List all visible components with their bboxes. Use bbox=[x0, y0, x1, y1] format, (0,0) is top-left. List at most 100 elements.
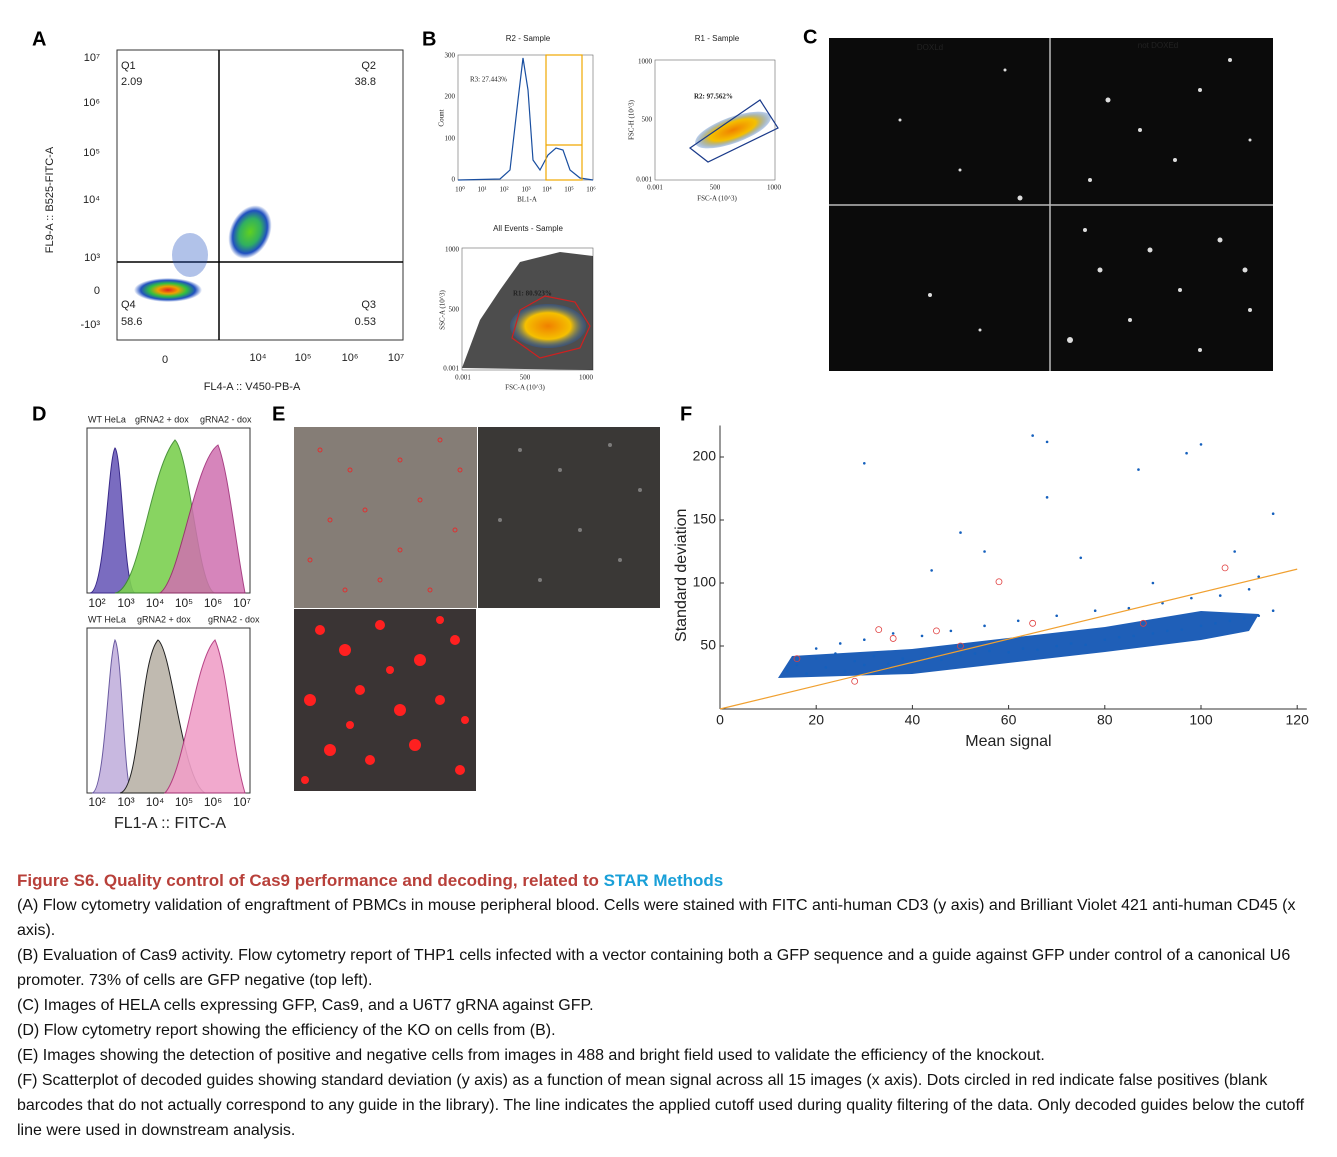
point bbox=[1180, 628, 1184, 631]
caption-paragraph: (E) Images showing the detection of posi… bbox=[17, 1047, 1045, 1064]
x-tick-label: 10⁴ bbox=[542, 186, 552, 194]
image-label: DOXLd bbox=[917, 43, 943, 52]
image-label: not DOXEd bbox=[1138, 41, 1178, 50]
caption-paragraph: (A) Flow cytometry validation of engraft… bbox=[17, 897, 1296, 939]
point bbox=[1117, 635, 1121, 639]
false-positive bbox=[793, 655, 801, 662]
x-tick-label: 10³ bbox=[117, 596, 134, 610]
x-tick-label: 20 bbox=[808, 712, 824, 728]
histogram-curve bbox=[163, 639, 246, 794]
point bbox=[1079, 556, 1083, 560]
point bbox=[1132, 634, 1135, 638]
plot-frame bbox=[116, 49, 404, 341]
x-tick-label: 120 bbox=[1286, 712, 1310, 728]
point bbox=[814, 647, 818, 650]
quadrant-name: Q3 bbox=[361, 299, 376, 311]
quadrant-name: Q4 bbox=[121, 299, 136, 311]
point bbox=[930, 569, 933, 572]
caption-paragraph: (C) Images of HELA cells expressing GFP,… bbox=[17, 997, 594, 1014]
legend-entry: gRNA2 - dox bbox=[208, 614, 260, 624]
x-tick-label: 10⁰ bbox=[455, 186, 465, 194]
plot-title: All Events - Sample bbox=[493, 224, 563, 233]
point bbox=[1228, 619, 1232, 623]
gate-label: R2: 97.562% bbox=[694, 93, 733, 101]
x-tick-label: 10² bbox=[88, 795, 105, 809]
x-tick-label: 10¹ bbox=[477, 186, 486, 194]
density-band bbox=[778, 611, 1259, 678]
detections bbox=[301, 616, 469, 784]
x-tick-label: 10⁴ bbox=[250, 352, 267, 364]
point bbox=[1045, 440, 1049, 444]
panel-label: A bbox=[32, 28, 46, 50]
x-tick-label: 100 bbox=[1189, 712, 1213, 728]
x-axis-label: FL4-A :: V450-PB-A bbox=[204, 381, 301, 393]
gate bbox=[545, 54, 583, 181]
x-tick-label: 10⁵ bbox=[175, 795, 193, 809]
x-tick-label: 10⁵ bbox=[175, 596, 193, 610]
y-axis-label: FL9-A :: B525-FITC-A bbox=[44, 146, 56, 253]
panel-label: C bbox=[803, 26, 817, 48]
figure: A B C D E F 10⁷ 10⁶ 10⁵ 10⁴ 10³ 0 -10³ 0… bbox=[32, 26, 1310, 832]
density bbox=[134, 278, 202, 302]
x-axis-label: BL1-A bbox=[517, 196, 537, 204]
y-tick-label: 10⁵ bbox=[83, 147, 100, 159]
x-tick-label: 0 bbox=[716, 712, 724, 728]
legend-entry: WT HeLa bbox=[88, 414, 126, 424]
caption-link[interactable]: STAR Methods bbox=[603, 871, 724, 890]
point bbox=[939, 658, 943, 662]
y-tick-label: 100 bbox=[693, 574, 717, 590]
y-tick-label: 500 bbox=[642, 116, 653, 124]
quadrant-value: 38.8 bbox=[355, 76, 376, 88]
y-tick-label: 200 bbox=[445, 93, 456, 101]
x-tick-label: 10⁵ bbox=[564, 186, 574, 194]
micrograph bbox=[294, 609, 476, 791]
x-tick-label: 10⁶ bbox=[586, 186, 596, 194]
legend-entry: gRNA2 + dox bbox=[135, 414, 189, 424]
density bbox=[695, 111, 771, 149]
plot-frame bbox=[654, 59, 776, 181]
point bbox=[1137, 468, 1140, 471]
point bbox=[863, 462, 866, 465]
point bbox=[838, 642, 842, 645]
panel-label: D bbox=[32, 403, 46, 425]
point bbox=[1055, 644, 1058, 648]
x-tick-label: 0.001 bbox=[647, 184, 663, 192]
panel-b: R2 - Sample R3: 27.443% 300 200 100 0 10… bbox=[438, 34, 782, 392]
density bbox=[172, 233, 208, 277]
x-axis-label: Mean signal bbox=[965, 733, 1051, 750]
x-tick-label: 10² bbox=[499, 186, 508, 194]
x-tick-label: 1000 bbox=[579, 374, 594, 382]
x-tick-label: 10⁴ bbox=[146, 596, 165, 610]
x-tick-label: 500 bbox=[520, 374, 531, 382]
point bbox=[1021, 647, 1025, 650]
false-positive bbox=[995, 578, 1003, 586]
y-tick-label: 0 bbox=[452, 176, 456, 184]
x-tick-label: 1000 bbox=[767, 184, 782, 192]
x-tick-label: 10⁶ bbox=[204, 795, 222, 809]
panel-d: WT HeLa gRNA2 + dox gRNA2 - dox 10² 10³ … bbox=[86, 414, 260, 832]
x-tick-label: 0 bbox=[162, 354, 168, 366]
plot-title: R1 - Sample bbox=[695, 34, 740, 43]
point bbox=[891, 632, 895, 635]
y-tick-label: 300 bbox=[445, 52, 456, 60]
caption-title-text: Figure S6. Quality control of Cas9 perfo… bbox=[17, 871, 599, 890]
y-tick-label: 10⁶ bbox=[83, 97, 100, 109]
x-tick-label: 10² bbox=[88, 596, 105, 610]
point bbox=[814, 657, 818, 660]
y-tick-label: 50 bbox=[700, 637, 716, 653]
histogram-curve bbox=[91, 638, 133, 794]
point bbox=[1247, 588, 1251, 591]
y-tick-label: 150 bbox=[693, 511, 717, 527]
point bbox=[1093, 609, 1097, 613]
false-positive bbox=[1139, 619, 1147, 627]
micrograph bbox=[294, 427, 477, 608]
point bbox=[949, 629, 953, 633]
caption-title: Figure S6. Quality control of Cas9 perfo… bbox=[17, 868, 1327, 893]
point bbox=[1185, 451, 1188, 455]
y-tick-label: 10³ bbox=[84, 252, 100, 264]
legend-entry: gRNA2 - dox bbox=[200, 414, 252, 424]
panel-label: E bbox=[272, 403, 285, 425]
x-tick-label: 80 bbox=[1097, 712, 1113, 728]
caption-paragraph: (B) Evaluation of Cas9 activity. Flow cy… bbox=[17, 947, 1291, 989]
false-positive bbox=[875, 626, 883, 634]
